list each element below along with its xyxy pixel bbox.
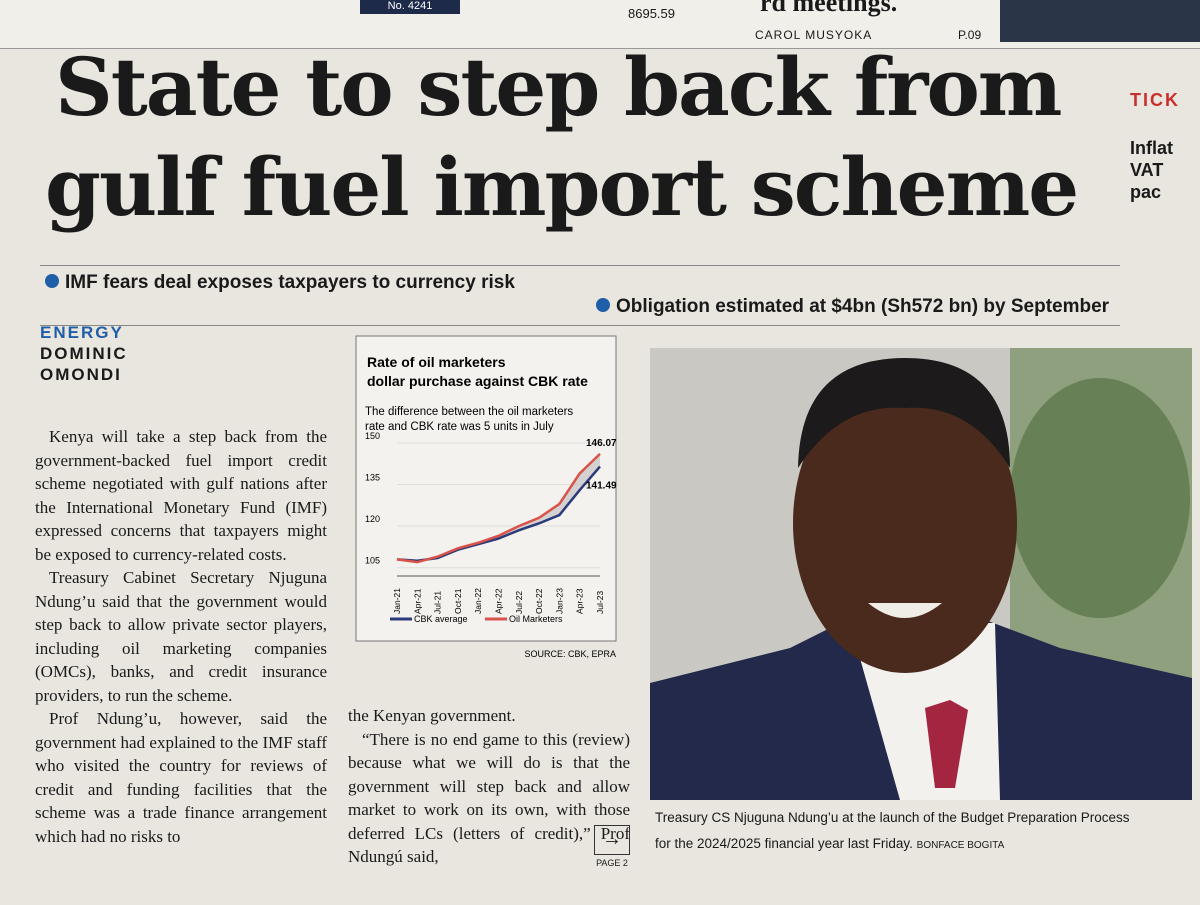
chart-source: SOURCE: CBK, EPRA: [524, 649, 616, 659]
byline: ENERGY DOMINIC OMONDI: [40, 322, 128, 385]
index: 8695.59: [628, 6, 675, 21]
plant: [1010, 378, 1190, 618]
paragraph: Kenya will take a step back from the gov…: [35, 427, 327, 564]
continued-label: PAGE 2: [596, 858, 628, 868]
bullet-text: IMF fears deal exposes taxpayers to curr…: [65, 272, 515, 293]
author: CAROL MUSYOKA: [755, 28, 873, 42]
chart-subtitle: The difference between the oil marketers…: [365, 406, 573, 433]
issue: No. 4241: [360, 0, 460, 14]
y-tick-label: 135: [365, 473, 380, 483]
y-tick-label: 120: [365, 514, 380, 524]
x-tick-label: Oct-22: [534, 588, 544, 614]
gap-area: [397, 453, 600, 563]
x-tick-label: Oct-21: [453, 588, 463, 614]
tie: [925, 700, 968, 788]
x-tick-label: Jul-23: [595, 591, 605, 614]
line: [396, 452, 601, 564]
author: OMONDI: [40, 365, 122, 384]
chart-subtitle: rate and CBK rate was 5 units in July: [365, 421, 554, 433]
y-tick-label: 150: [365, 431, 380, 441]
masthead: No. 4241 8695.59 rd meetings. CAROL MUSY…: [0, 0, 1200, 49]
x-tick-label: Jul-21: [433, 591, 443, 614]
chart-title: Rate of oil marketers: [367, 354, 506, 370]
sidebar: TICK Inflat VAT pac: [1130, 90, 1200, 203]
y-tick-label: 105: [365, 556, 380, 566]
sidebar-line: pac: [1130, 182, 1162, 202]
bullet-text: Obligation estimated at $4bn (Sh572 bn) …: [616, 296, 1110, 317]
continued: → PAGE 2: [594, 825, 630, 868]
sidebar-label: TICK: [1130, 90, 1180, 110]
sidebar-line: VAT: [1130, 160, 1164, 180]
bullet: Obligation estimated at $4bn (Sh572 bn) …: [596, 296, 1109, 318]
rule: [40, 265, 1120, 266]
photo-credit: BONFACE BOGITA: [916, 840, 1005, 851]
caption-line: for the 2024/2025 financial year last Fr…: [655, 831, 1130, 859]
x-tick-label: Apr-22: [494, 588, 504, 614]
headline: State to step back from: [55, 40, 1062, 134]
paragraph: “There is no end game to this (review) b…: [348, 729, 630, 867]
image-strip: [1000, 0, 1200, 42]
hair: [798, 358, 1010, 468]
x-tick-label: Jan-23: [554, 588, 564, 614]
x-tick-label: Apr-21: [412, 588, 422, 614]
section: ENERGY: [40, 323, 124, 342]
chart: Rate of oil marketers dollar purchase aga…: [355, 335, 617, 659]
data-label: 141.49: [586, 481, 617, 492]
column: the Kenyan government. “There is no end g…: [348, 704, 630, 869]
teaser: rd meetings.: [760, 0, 898, 17]
chart-title: dollar purchase against CBK rate: [367, 373, 588, 389]
chart-title: Rate of oil marketers dollar purchase aga…: [367, 354, 588, 389]
paragraph: Treasury Cabinet Secretary Njuguna Ndung…: [35, 568, 327, 705]
author: DOMINIC: [40, 344, 128, 363]
paragraph: Prof Ndung’u, however, said the governme…: [35, 709, 327, 846]
x-tick-label: Jan-21: [392, 588, 402, 614]
smile: [868, 603, 942, 618]
x-tick-label: Jul-22: [514, 591, 524, 614]
page-number: P.09: [958, 28, 982, 42]
data-label: 146.07: [586, 438, 617, 449]
arrow: →: [594, 825, 630, 855]
legend-label: Oil Marketers: [509, 614, 563, 624]
bullet: IMF fears deal exposes taxpayers to curr…: [45, 272, 515, 294]
caption-line: Treasury CS Njuguna Ndung’u at the launc…: [655, 810, 1130, 825]
face: [793, 373, 1017, 673]
x-tick-label: Jan-22: [473, 588, 483, 614]
headline: gulf fuel import scheme: [45, 140, 1079, 234]
x-tick-label: Apr-23: [575, 588, 585, 614]
caption-text: for the 2024/2025 financial year last Fr…: [655, 836, 913, 851]
paragraph: the Kenyan government.: [348, 706, 516, 725]
column: Kenya will take a step back from the gov…: [35, 425, 327, 848]
rule: [40, 325, 1120, 326]
chart-subtitle: The difference between the oil marketers: [365, 406, 573, 418]
legend-label: CBK average: [414, 614, 468, 624]
photo: [650, 348, 1192, 800]
caption: Treasury CS Njuguna Ndung’u at the launc…: [655, 805, 1130, 859]
sidebar-line: Inflat: [1130, 138, 1173, 158]
